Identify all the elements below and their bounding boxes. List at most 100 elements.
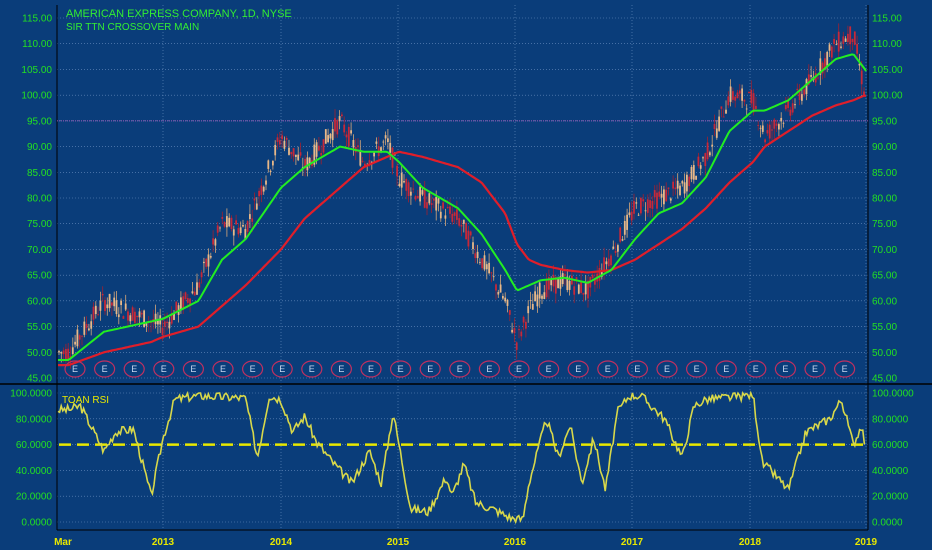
candle-body: [706, 142, 709, 160]
price-tick-label: 65.00: [27, 271, 52, 282]
candle-body: [780, 117, 783, 122]
candle-body: [196, 282, 198, 295]
earnings-marker-label: E: [812, 364, 818, 374]
price-tick-label: 45.00: [27, 374, 52, 385]
candle-body: [193, 291, 196, 296]
candle-body: [433, 198, 435, 201]
rsi-tick-label: 60.0000: [872, 440, 909, 451]
chart-title: AMERICAN EXPRESS COMPANY, 1D, NYSE: [66, 8, 292, 20]
candle-body: [525, 321, 527, 329]
earnings-marker-label: E: [634, 364, 640, 374]
candle-body: [752, 93, 755, 113]
candle-body: [702, 157, 704, 159]
candle-body: [414, 196, 417, 200]
candle-body: [255, 203, 258, 210]
candle-body: [400, 172, 403, 188]
candle-body: [796, 88, 799, 90]
candle-body: [520, 331, 523, 337]
earnings-marker-circle: [626, 360, 649, 378]
candle-body: [336, 120, 339, 135]
candle-body: [124, 303, 127, 310]
candle-body: [807, 74, 810, 85]
price-tick-label: 110.00: [22, 39, 52, 50]
x-tick-label: 2019: [855, 537, 878, 548]
x-tick-label: 2014: [270, 537, 293, 548]
candle-body: [789, 109, 792, 116]
candle-body: [527, 306, 530, 314]
candle-body: [170, 313, 173, 324]
candle-body: [646, 199, 649, 213]
candle-body: [658, 191, 661, 197]
candle-body: [327, 135, 329, 143]
candle-body: [617, 245, 619, 252]
earnings-marker-circle: [508, 360, 530, 378]
candle-body: [285, 137, 288, 140]
price-tick-label: 45.00: [872, 374, 897, 385]
candle-body: [860, 70, 863, 85]
candle-body: [295, 154, 297, 157]
candle-body: [633, 201, 635, 214]
candle-body: [242, 224, 244, 227]
candle-body: [205, 258, 208, 267]
candle-body: [626, 214, 628, 230]
candle-body: [416, 195, 419, 199]
candle-body: [651, 201, 654, 209]
candle-body: [584, 283, 587, 295]
candle-body: [297, 154, 300, 161]
candle-body: [357, 145, 359, 148]
candle-body: [676, 180, 679, 189]
candle-body: [343, 124, 346, 133]
candle-body: [515, 342, 518, 350]
x-tick-label: 2017: [621, 537, 644, 548]
rsi-tick-label: 40.0000: [16, 466, 53, 477]
candle-body: [511, 329, 513, 333]
earnings-marker-circle: [242, 360, 264, 378]
candle-body: [614, 251, 617, 253]
earnings-marker-circle: [745, 360, 767, 378]
earnings-marker-circle: [330, 360, 352, 378]
candle-body: [292, 148, 295, 157]
candle-body: [283, 140, 286, 149]
candle-body: [249, 214, 251, 220]
x-tick-label: 2015: [387, 537, 410, 548]
candle-body: [858, 63, 861, 66]
x-tick-label: 2018: [739, 537, 762, 548]
earnings-marker-label: E: [664, 364, 670, 374]
candle-body: [384, 135, 387, 139]
candle-body: [278, 140, 281, 145]
candle-body: [619, 227, 622, 242]
candle-body: [573, 286, 576, 295]
candle-body: [469, 231, 472, 236]
candle-body: [545, 280, 548, 298]
candle-body: [580, 281, 582, 293]
earnings-marker-label: E: [398, 364, 404, 374]
earnings-marker-circle: [537, 360, 560, 378]
candle-body: [568, 280, 571, 290]
price-tick-label: 50.00: [27, 348, 52, 359]
earnings-marker-circle: [449, 360, 471, 378]
candle-body: [145, 323, 148, 326]
candle-body: [640, 197, 642, 214]
candle-body: [166, 321, 168, 323]
candle-body: [200, 272, 203, 278]
candle-body: [129, 315, 132, 322]
candle-body: [403, 181, 405, 183]
earnings-marker-label: E: [486, 364, 492, 374]
rsi-tick-label: 100.0000: [872, 389, 914, 400]
earnings-marker-label: E: [309, 364, 315, 374]
rsi-tick-label: 0.0000: [21, 518, 52, 529]
earnings-marker-circle: [774, 360, 797, 378]
candle-body: [759, 127, 762, 129]
candle-body: [223, 222, 226, 227]
earnings-marker-circle: [685, 360, 708, 378]
candle-body: [750, 89, 753, 104]
candle-body: [272, 161, 274, 166]
candle-body: [522, 316, 525, 323]
candle-body: [189, 298, 191, 305]
candle-body: [299, 152, 302, 156]
candle-body: [644, 210, 647, 212]
candle-body: [168, 321, 171, 329]
candle-body: [90, 321, 93, 329]
candle-body: [246, 221, 249, 232]
candle-body: [559, 276, 562, 289]
